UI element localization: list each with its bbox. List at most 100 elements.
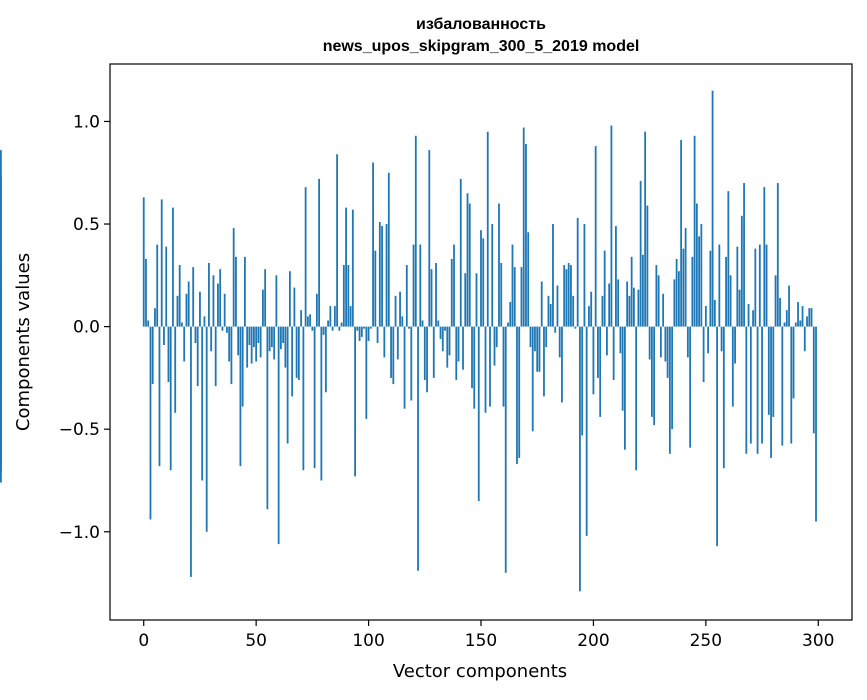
bar-component-146 xyxy=(471,326,473,389)
bar-component-164 xyxy=(511,244,514,327)
bar-component-195 xyxy=(581,326,584,436)
bar-component-147 xyxy=(473,326,476,409)
bar-component-248 xyxy=(700,224,703,327)
bar-component-39 xyxy=(230,326,233,385)
bar-component-22 xyxy=(192,267,195,327)
bar-component-292 xyxy=(799,320,802,327)
bar-component-274 xyxy=(758,244,761,327)
bar-component-11 xyxy=(167,326,170,382)
plot-frame xyxy=(109,63,853,621)
bar-component-73 xyxy=(306,316,309,327)
bar-component-235 xyxy=(671,326,674,430)
x-tick-label: 50 xyxy=(245,631,267,651)
bar-component-256 xyxy=(718,244,721,327)
bar-component-183 xyxy=(554,326,557,333)
bar-component-128 xyxy=(430,269,433,327)
bar-component-240 xyxy=(682,248,685,327)
bar-component-249 xyxy=(702,326,705,382)
bar-component-1 xyxy=(145,258,147,327)
bar-component-32 xyxy=(214,326,217,387)
bar-component-148 xyxy=(475,273,478,327)
bar-component-283 xyxy=(779,297,781,327)
bar-component-137 xyxy=(450,258,453,327)
bar-component-267 xyxy=(743,183,745,327)
bar-component-296 xyxy=(808,308,811,327)
bar-component-298 xyxy=(812,326,815,434)
bar-component-234 xyxy=(668,326,671,454)
bar-component-203 xyxy=(599,326,602,417)
bar-component-215 xyxy=(626,281,629,327)
bar-component-294 xyxy=(803,326,806,352)
bar-component-158 xyxy=(498,203,500,327)
bar-component-57 xyxy=(270,326,273,348)
bar-component-14 xyxy=(174,326,177,413)
bar-component-125 xyxy=(423,326,426,380)
bar-component-56 xyxy=(268,326,271,352)
bar-component-241 xyxy=(684,228,687,327)
bar-component-263 xyxy=(734,326,736,364)
bar-component-126 xyxy=(426,326,428,393)
bar-component-182 xyxy=(552,224,554,327)
bar-component-26 xyxy=(201,326,204,481)
bar-component-140 xyxy=(457,326,460,362)
bar-component-134 xyxy=(444,326,446,331)
bar-component-27 xyxy=(203,316,206,327)
bar-component-255 xyxy=(716,326,718,547)
bar-component-89 xyxy=(342,265,345,327)
bar-component-211 xyxy=(617,279,620,327)
y-tick-label: 0.0 xyxy=(73,318,100,338)
bar-component-253 xyxy=(711,90,714,327)
bar-component-291 xyxy=(797,301,799,327)
bar-component-93 xyxy=(351,209,354,327)
x-tick-label: 100 xyxy=(352,631,384,651)
bar-component-258 xyxy=(722,326,725,469)
y-axis-ticks: −1.0 −0.5 0.0 0.5 1.0 xyxy=(59,112,110,543)
bar-component-64 xyxy=(286,326,289,444)
bar-component-45 xyxy=(244,256,246,327)
bar-component-288 xyxy=(790,326,793,444)
bar-component-114 xyxy=(399,291,401,327)
bar-component-220 xyxy=(637,289,640,327)
bar-component-66 xyxy=(291,326,294,397)
bar-component-35 xyxy=(221,326,224,331)
bar-component-174 xyxy=(534,326,536,352)
bar-component-135 xyxy=(446,326,449,368)
bar-component-119 xyxy=(410,326,413,401)
bar-component-259 xyxy=(725,256,727,327)
bar-component-271 xyxy=(752,310,754,327)
x-tick-label: 150 xyxy=(465,631,497,651)
bar-component-124 xyxy=(421,320,424,327)
bar-component-20 xyxy=(187,281,190,327)
bar-component-9 xyxy=(163,326,165,346)
bar-component-232 xyxy=(664,326,667,362)
bar-component-133 xyxy=(441,326,444,352)
bar-component-227 xyxy=(653,326,656,426)
bar-component-99 xyxy=(365,326,368,419)
bar-component-189 xyxy=(567,263,570,327)
bar-component-120 xyxy=(412,244,415,327)
bar-component-15 xyxy=(176,295,179,327)
bar-component-18 xyxy=(183,326,186,362)
bar-component-239 xyxy=(680,139,683,327)
bar-component-185 xyxy=(558,326,561,358)
bar-component-69 xyxy=(297,326,300,380)
bar-component-242 xyxy=(686,326,689,358)
x-tick-label: 250 xyxy=(690,631,722,651)
bar-component-78 xyxy=(318,178,321,327)
bar-component-53 xyxy=(262,289,264,327)
bar-component-177 xyxy=(540,281,543,327)
bar-component-50 xyxy=(255,326,258,362)
bar-component-undefined xyxy=(0,326,2,382)
bar-component-275 xyxy=(761,326,763,444)
bar-component-47 xyxy=(248,326,251,346)
bar-component-238 xyxy=(677,271,680,327)
bar-component-270 xyxy=(749,326,752,444)
bar-component-179 xyxy=(545,326,548,348)
bar-component-143 xyxy=(464,273,467,327)
bar-component-175 xyxy=(536,326,539,372)
bar-component-71 xyxy=(302,326,305,471)
bar-component-118 xyxy=(408,326,410,329)
bar-component-84 xyxy=(331,326,334,331)
bar-component-152 xyxy=(484,326,487,413)
